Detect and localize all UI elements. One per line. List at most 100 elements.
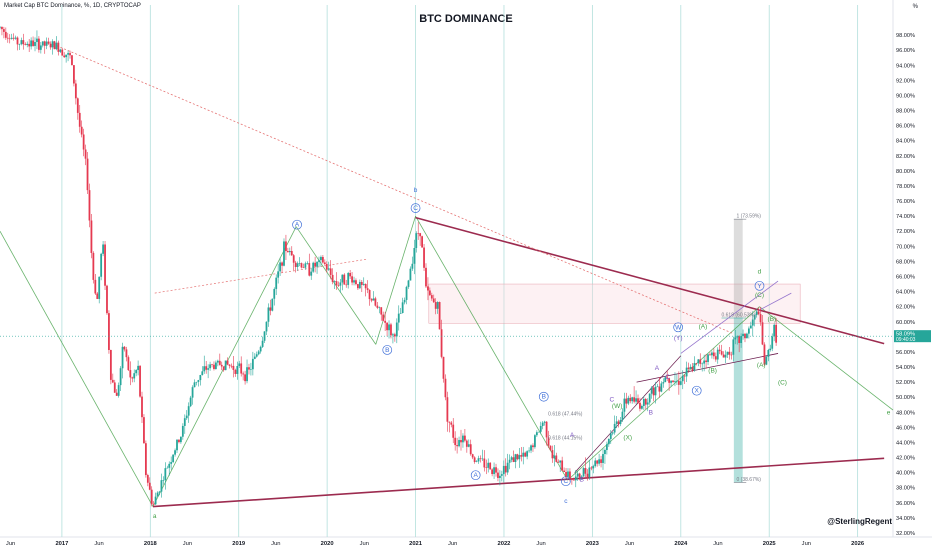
candle-body xyxy=(465,440,468,447)
candle-body xyxy=(701,363,704,365)
candle-body xyxy=(662,382,665,384)
candle-body xyxy=(467,444,470,447)
current-price-tag xyxy=(894,330,931,343)
candle-body xyxy=(633,397,636,402)
y-tick-label: 64.00% xyxy=(896,290,915,296)
dotted-mid-line xyxy=(154,258,367,294)
candle-body xyxy=(415,233,418,248)
candle-body xyxy=(545,421,548,438)
candle-body xyxy=(495,467,497,473)
candle-body xyxy=(734,337,737,340)
candle-body xyxy=(360,281,363,285)
wave-line-B-C xyxy=(375,216,416,345)
candle-body xyxy=(119,368,122,386)
axis-unit-label: % xyxy=(912,4,918,10)
candle-body xyxy=(131,377,134,379)
candle-body xyxy=(462,435,464,443)
candle-body xyxy=(430,295,433,299)
y-tick-label: 78.00% xyxy=(896,184,915,190)
y-tick-label: 68.00% xyxy=(896,259,915,265)
wave-line-A-B xyxy=(295,226,377,345)
candle-body xyxy=(432,298,435,303)
candle-body xyxy=(222,366,225,371)
candle-body xyxy=(652,387,655,396)
y-tick-label: 76.00% xyxy=(896,199,915,205)
fib-label: 0.618 (47.44%) xyxy=(548,411,583,417)
candle-body xyxy=(631,397,634,402)
candle-body xyxy=(635,398,637,402)
candle-body xyxy=(191,387,194,398)
candle-body xyxy=(642,398,645,407)
candle-body xyxy=(390,324,392,336)
candle-body xyxy=(285,241,287,252)
candle-body xyxy=(174,450,176,455)
candle-body xyxy=(450,422,453,425)
candle-body xyxy=(746,333,748,339)
symbol-description: Market Cap BTC Dominance, %, 1D, CRYPTOC… xyxy=(4,3,141,9)
candle-body xyxy=(479,458,482,459)
candle-body xyxy=(567,471,569,477)
wave-label: (C) xyxy=(778,379,787,386)
candle-body xyxy=(181,425,184,437)
candle-body xyxy=(705,360,707,362)
channel-mini-line xyxy=(758,292,792,311)
candle-body xyxy=(8,38,11,40)
candle-body xyxy=(425,267,427,287)
candle-body xyxy=(693,363,696,371)
candle-body xyxy=(664,377,667,383)
candle-body xyxy=(115,392,118,396)
wave-label: (Y) xyxy=(674,335,683,342)
y-tick-label: 46.00% xyxy=(896,425,915,431)
candle-body xyxy=(281,262,283,266)
candle-body xyxy=(654,386,657,396)
candle-body xyxy=(440,329,443,357)
candle-body xyxy=(438,302,441,330)
x-tick-label: Jun xyxy=(183,541,192,547)
candle-body xyxy=(111,379,114,383)
y-tick-label: 74.00% xyxy=(896,214,915,220)
channel-rise-line xyxy=(574,355,682,473)
x-tick-label: 2020 xyxy=(321,541,334,547)
candle-body xyxy=(458,440,460,447)
y-tick-label: 60.00% xyxy=(896,320,915,326)
candle-body xyxy=(695,363,698,364)
candle-body xyxy=(36,38,38,43)
candle-body xyxy=(405,286,408,300)
candle-body xyxy=(485,467,488,469)
candle-body xyxy=(771,336,774,349)
candle-body xyxy=(512,457,515,462)
wave-label: A xyxy=(474,472,479,479)
y-tick-label: 32.00% xyxy=(896,531,915,537)
candle-body xyxy=(497,472,499,478)
candle-body xyxy=(417,233,420,234)
candle-body xyxy=(71,55,73,66)
x-tick-label: Jun xyxy=(536,541,545,547)
candle-body xyxy=(510,457,513,460)
candle-body xyxy=(434,302,437,309)
candle-body xyxy=(224,360,227,371)
candle-body xyxy=(12,37,15,39)
candle-body xyxy=(98,276,101,299)
wave-label: (W) xyxy=(612,403,622,410)
y-tick-label: 44.00% xyxy=(896,440,915,446)
candle-body xyxy=(347,273,350,285)
candle-body xyxy=(588,467,591,478)
wave-label: e xyxy=(887,410,891,417)
candle-body xyxy=(43,41,46,46)
wave-label-circle xyxy=(561,476,571,487)
candle-body xyxy=(139,365,141,397)
candle-body xyxy=(681,375,684,382)
x-tick-label: Jun xyxy=(625,541,634,547)
candle-body xyxy=(576,473,579,477)
candle-body xyxy=(144,443,147,476)
candle-body xyxy=(320,256,322,261)
candle-body xyxy=(502,465,505,475)
wave-label-circle xyxy=(382,345,393,355)
wave-label: b xyxy=(414,187,418,194)
candle-body xyxy=(499,475,501,478)
candle-body xyxy=(658,386,661,392)
candle-body xyxy=(292,255,295,263)
candle-body xyxy=(240,363,243,374)
candle-body xyxy=(506,462,509,473)
candle-body xyxy=(6,37,9,39)
